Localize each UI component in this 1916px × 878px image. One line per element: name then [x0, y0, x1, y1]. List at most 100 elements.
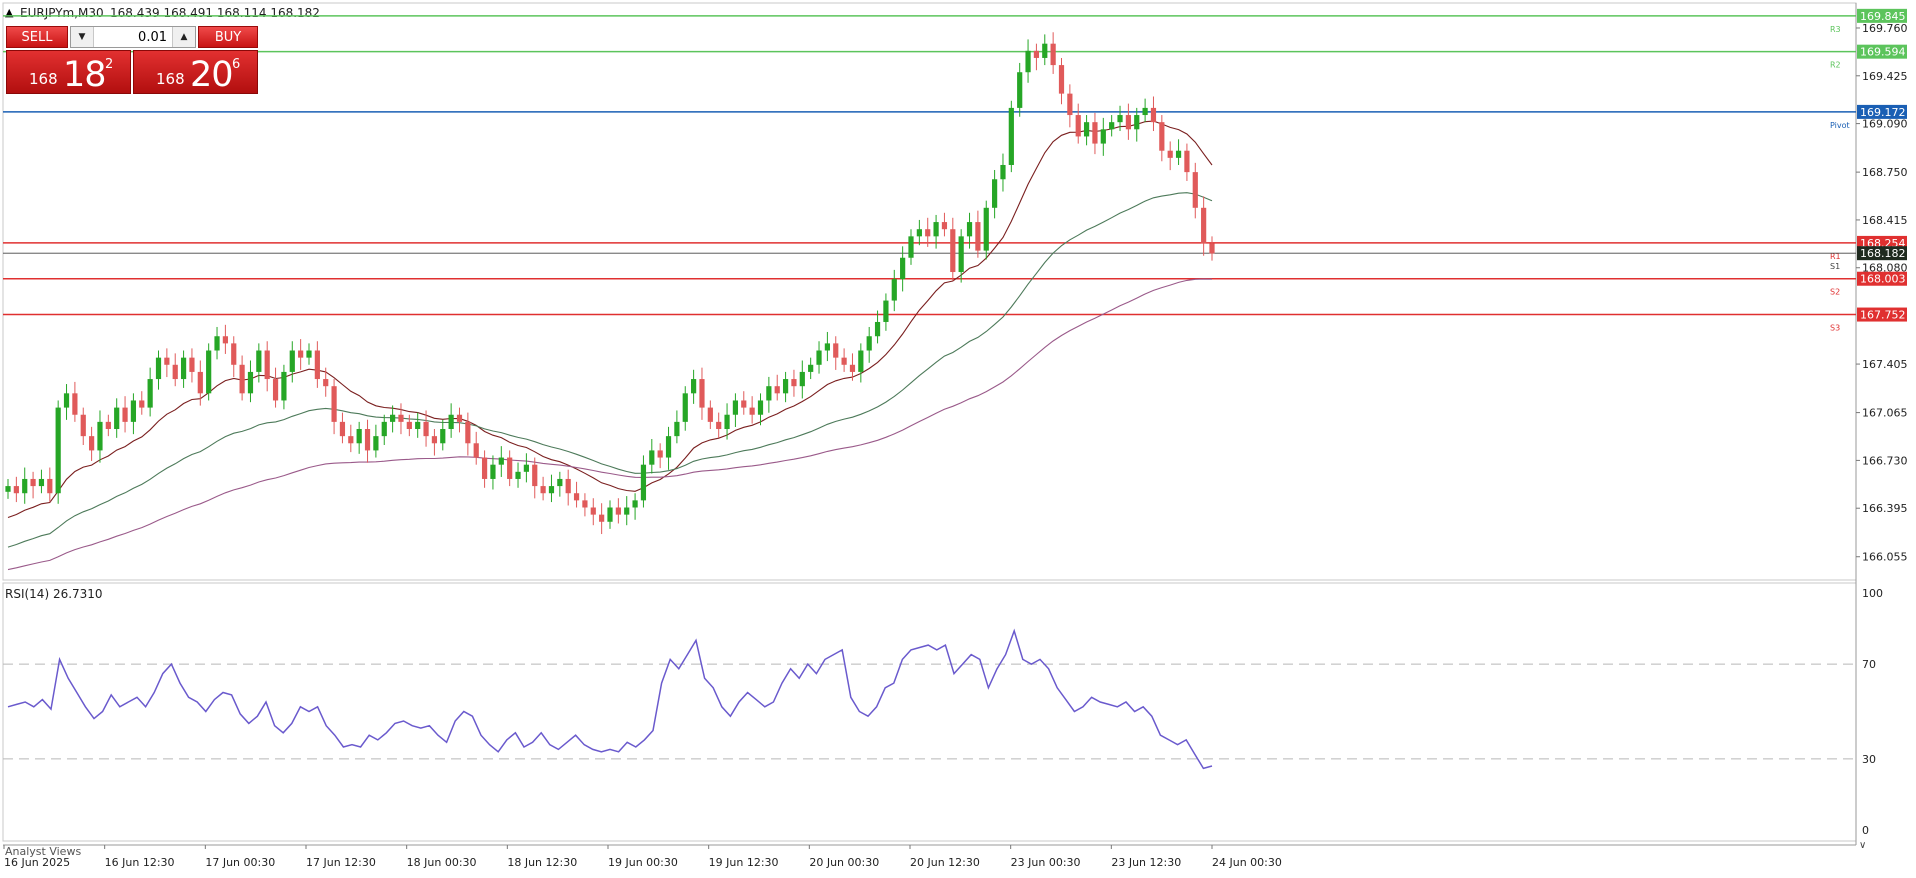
candle-body	[206, 350, 212, 394]
candle-body	[373, 436, 379, 451]
candle-body	[306, 350, 312, 358]
candle-body	[682, 393, 688, 422]
candle-body	[1167, 150, 1173, 158]
candle-body	[139, 400, 145, 408]
candle-body	[247, 371, 254, 394]
price-tick-label: 166.055	[1862, 551, 1908, 564]
candle-body	[958, 236, 964, 273]
price-tag-label-r2: 169.594	[1860, 46, 1906, 59]
candle-body	[423, 421, 429, 437]
level-name-r1: R1	[1830, 252, 1841, 261]
price-tick-label: 166.730	[1862, 454, 1908, 467]
candle-body	[314, 350, 320, 380]
candle-body	[1175, 150, 1182, 158]
sell-button[interactable]: SELL	[6, 26, 68, 48]
candle-body	[791, 379, 797, 387]
candle-body	[1117, 115, 1123, 123]
scale-toggle-icon[interactable]: ∨	[1859, 840, 1866, 851]
candle-body	[465, 421, 471, 444]
price-tick-label: 167.405	[1862, 358, 1908, 371]
candle-body	[214, 336, 220, 351]
candle-body	[891, 279, 897, 301]
lot-size-stepper[interactable]: ▼ ▲	[70, 26, 196, 49]
candle-body	[498, 457, 504, 465]
level-name-pivot: Pivot	[1830, 121, 1850, 130]
candle-body	[222, 336, 228, 344]
price-tick-label: 169.090	[1862, 118, 1908, 131]
candle-body	[757, 400, 764, 415]
moving-average-line-1	[7, 120, 1213, 519]
rsi-tick-label: 0	[1862, 824, 1869, 837]
candle-body	[849, 364, 856, 372]
buy-button[interactable]: BUY	[198, 26, 258, 48]
candle-body	[874, 321, 881, 337]
lot-increase-icon[interactable]: ▲	[172, 27, 195, 47]
level-name-s3: S3	[1830, 324, 1840, 333]
time-tick-label: 19 Jun 00:30	[608, 856, 678, 869]
sell-price-quote[interactable]: 168 18 2	[6, 50, 131, 95]
time-tick-label: 20 Jun 12:30	[910, 856, 980, 869]
time-tick-label: 24 Jun 00:30	[1212, 856, 1282, 869]
candle-body	[440, 429, 446, 444]
candle-body	[557, 478, 563, 487]
price-tick-label: 168.415	[1862, 214, 1908, 227]
candle-body	[916, 229, 922, 237]
level-name-s2: S2	[1830, 288, 1840, 297]
candle-body	[38, 478, 45, 487]
time-tick-label: 19 Jun 12:30	[709, 856, 779, 869]
price-tag-label-pivot: 169.172	[1860, 106, 1906, 119]
candle-body	[1184, 150, 1190, 173]
buy-price-big: 20	[190, 55, 234, 95]
candle-body	[523, 464, 529, 472]
rsi-tick-label: 30	[1862, 753, 1876, 766]
candle-body	[406, 421, 412, 430]
candle-body	[507, 457, 513, 479]
time-tick-label: 17 Jun 00:30	[205, 856, 275, 869]
candle-body	[172, 364, 178, 380]
candle-body	[766, 386, 772, 401]
candle-body	[732, 400, 739, 415]
candle-body	[1017, 72, 1023, 108]
candle-body	[448, 414, 454, 430]
candle-body	[833, 343, 839, 358]
candle-body	[691, 379, 697, 394]
candle-body	[1109, 122, 1115, 130]
candle-body	[1159, 122, 1165, 151]
analyst-views-label[interactable]: Analyst Views	[5, 845, 81, 858]
sell-price-prefix: 168	[29, 70, 58, 88]
price-tag-label-s3: 167.752	[1860, 309, 1906, 322]
candle-body	[607, 507, 613, 522]
candle-body	[1008, 107, 1014, 165]
lot-size-input[interactable]	[93, 27, 173, 49]
lot-decrease-icon[interactable]: ▼	[71, 27, 94, 47]
candle-body	[1050, 43, 1056, 66]
sell-price-big: 18	[63, 55, 107, 95]
candle-body	[1201, 207, 1207, 244]
price-tick-label: 168.080	[1862, 262, 1908, 275]
candle-body	[1000, 164, 1006, 180]
candle-body	[532, 464, 538, 487]
price-pane-border	[2, 2, 1857, 581]
sell-price-pips: 2	[105, 57, 114, 72]
symbol-label: EURJPYm,M30	[20, 6, 104, 20]
candle-body	[699, 379, 705, 408]
candle-body	[114, 407, 120, 430]
one-click-trading-panel: SELL ▼ ▲ BUY 168 18 2 168 20 6	[6, 24, 258, 96]
price-tick-label: 168.750	[1862, 166, 1908, 179]
candle-body	[105, 421, 111, 430]
buy-price-quote[interactable]: 168 20 6	[133, 50, 258, 95]
candle-body	[950, 229, 956, 273]
candle-body	[431, 436, 438, 444]
candle-body	[356, 429, 362, 444]
candle-body	[47, 478, 53, 494]
candle-body	[883, 300, 889, 322]
candle-body	[925, 229, 931, 237]
candle-body	[256, 350, 262, 372]
candle-body	[615, 507, 621, 515]
candle-body	[298, 350, 304, 358]
candle-body	[164, 357, 170, 365]
candle-body	[122, 407, 128, 422]
candle-body	[13, 486, 19, 494]
